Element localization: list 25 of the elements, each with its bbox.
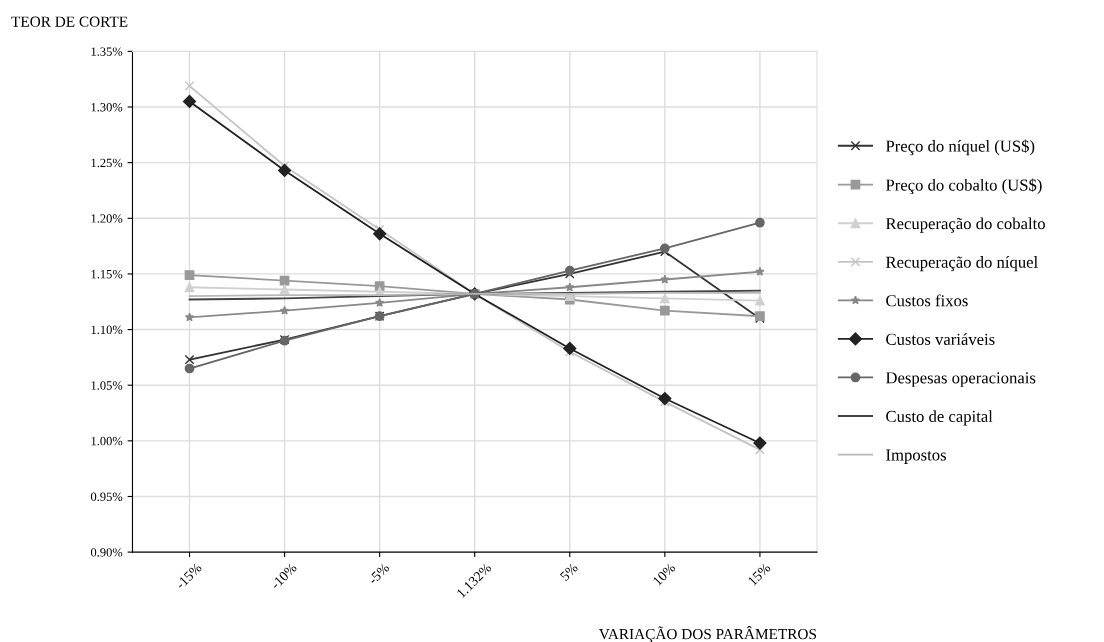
y-tick-label: 1.25% xyxy=(91,158,123,168)
y-tick-label: 1.05% xyxy=(91,381,123,390)
x-axis-title: VARIAÇÃO DOS PARÂMETROS xyxy=(598,626,817,642)
legend-label: Preço do cobalto (US$) xyxy=(885,178,1042,195)
y-tick-label: 1.00% xyxy=(91,436,123,446)
legend-label: Recuperação do níquel xyxy=(885,256,1038,272)
y-tick-label: 1.15% xyxy=(91,269,123,279)
legend-label: Custos fixos xyxy=(886,294,968,307)
legend-label: Impostos xyxy=(886,449,946,464)
y-axis-title: TEOR DE CORTE xyxy=(11,16,128,27)
y-tick-label: 0.90% xyxy=(90,548,123,557)
x-tick-label: 15% xyxy=(747,562,772,586)
x-tick-label: 10% xyxy=(652,562,677,586)
legend-label: Custo de capital xyxy=(886,410,993,426)
legend-label: Recuperação do cobalto xyxy=(885,217,1045,233)
y-tick-label: 1.20% xyxy=(91,214,123,223)
legend-label: Custos variáveis xyxy=(886,333,995,345)
y-tick-label: 1.35% xyxy=(91,47,123,56)
y-tick-label: 1.10% xyxy=(91,325,123,335)
x-tick-label: -5% xyxy=(367,562,390,585)
legend-label: Preço do níquel (US$) xyxy=(885,139,1035,156)
x-tick-label: 5% xyxy=(559,562,579,582)
y-tick-label: 1.30% xyxy=(91,103,123,112)
legend-label: Despesas operacionais xyxy=(885,372,1036,387)
y-tick-label: 0.95% xyxy=(90,492,123,501)
